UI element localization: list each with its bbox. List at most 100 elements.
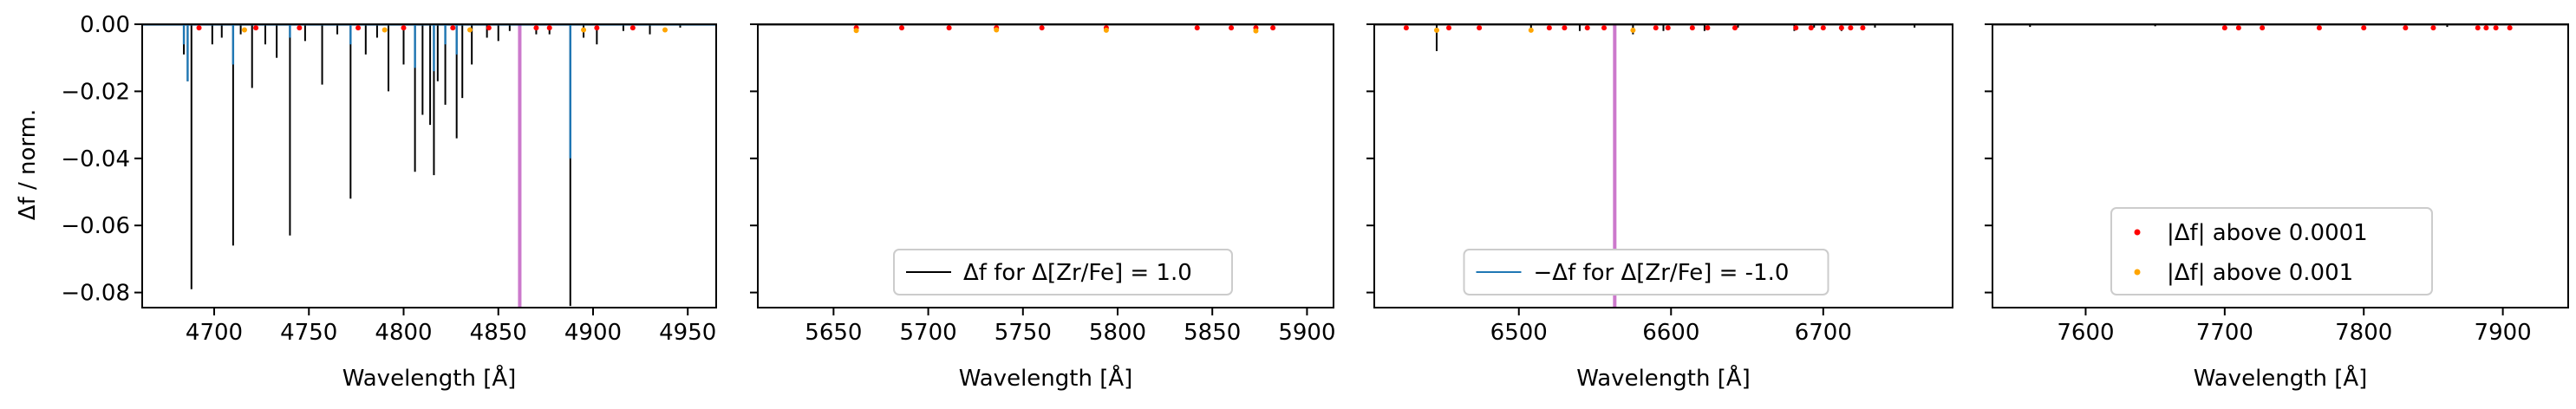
panel-3: 6500 6600 6700 Wavelength [Å] −Δf for Δ[Zr/F… — [1366, 23, 1953, 392]
marker-point — [1584, 25, 1590, 31]
legend-label: |Δf| above 0.001 — [2167, 260, 2353, 286]
marker-point — [355, 25, 362, 31]
marker-point — [1446, 25, 1452, 31]
marker-point — [629, 25, 636, 31]
x-tick-label: 5800 — [1089, 320, 1146, 346]
marker-point — [297, 25, 303, 31]
y-tick-label: −0.02 — [61, 79, 130, 105]
x-tick-label: 5650 — [805, 320, 862, 346]
marker-point — [1103, 27, 1109, 33]
marker-point — [382, 27, 388, 33]
series-above_1e-3 — [241, 27, 668, 33]
legend-marker — [2134, 229, 2141, 236]
marker-point — [196, 25, 202, 31]
panel-1: 0.00 −0.02 −0.04 −0.06 −0.08 4700 4750 4800 4850… — [61, 12, 717, 392]
marker-point — [1403, 25, 1409, 31]
marker-point — [2221, 25, 2227, 31]
y-tick-label: −0.06 — [61, 213, 130, 239]
marker-point — [1820, 25, 1826, 31]
x-tick-label: 5750 — [995, 320, 1052, 346]
marker-point — [401, 25, 407, 31]
panel-4: 7600 7700 7800 7900 Wavelength [Å] |Δf| above… — [1985, 23, 2569, 392]
marker-point — [2430, 25, 2436, 31]
marker-point — [1793, 25, 1799, 31]
x-tick-label: 6500 — [1490, 320, 1548, 346]
marker-point — [1705, 25, 1711, 31]
x-tick-label: 4900 — [564, 320, 622, 346]
series-delta_minus — [142, 24, 716, 159]
y-tick-label: −0.08 — [61, 281, 130, 307]
marker-point — [581, 27, 587, 33]
marker-point — [546, 25, 552, 31]
plot-frame — [1992, 23, 2569, 308]
marker-point — [994, 27, 1000, 33]
marker-point — [2235, 25, 2241, 31]
series-above_1e-4 — [853, 25, 1276, 31]
x-tick-label: 7800 — [2335, 320, 2392, 346]
series-delta_plus — [1374, 24, 1953, 51]
legend-box — [2110, 207, 2433, 295]
marker-point — [2493, 25, 2499, 31]
legend: Δf for Δ[Zr/Fe] = 1.0 — [893, 249, 1233, 295]
x-tick-label: 5900 — [1278, 320, 1335, 346]
x-tick-label: 7700 — [2196, 320, 2253, 346]
marker-point — [1039, 25, 1045, 31]
marker-point — [853, 28, 859, 34]
marker-point — [1433, 27, 1439, 33]
marker-point — [533, 25, 539, 31]
y-tick-label: −0.04 — [61, 146, 130, 172]
marker-point — [1838, 25, 1844, 31]
marker-point — [1860, 25, 1866, 31]
series-above_1e-4 — [196, 25, 636, 31]
y-axis-label: Δf / norm. — [15, 109, 41, 220]
marker-point — [1601, 25, 1608, 31]
x-tick-label: 4700 — [186, 320, 243, 346]
marker-point — [1689, 25, 1695, 31]
plot-frame — [1373, 23, 1953, 308]
series-delta_plus — [758, 24, 1334, 30]
marker-point — [486, 25, 492, 31]
marker-point — [2361, 25, 2367, 31]
x-tick-label: 6700 — [1795, 320, 1852, 346]
marker-point — [466, 27, 473, 33]
legend-box — [1463, 249, 1829, 295]
legend-box — [893, 249, 1233, 295]
x-tick-label: 7600 — [2057, 320, 2114, 346]
x-axis-label: Wavelength [Å] — [2194, 364, 2368, 392]
series-above_1e-4 — [2221, 25, 2513, 31]
legend-marker — [2134, 269, 2141, 276]
marker-point — [2475, 25, 2481, 31]
marker-point — [1253, 28, 1259, 34]
marker-point — [1665, 25, 1671, 31]
legend: |Δf| above 0.0001 |Δf| above 0.001 — [2110, 207, 2433, 295]
legend-label: −Δf for Δ[Zr/Fe] = -1.0 — [1534, 260, 1790, 286]
x-tick-label: 5850 — [1184, 320, 1241, 346]
marker-point — [1653, 25, 1659, 31]
x-tick-label: 4750 — [280, 320, 337, 346]
marker-point — [2403, 25, 2409, 31]
marker-point — [253, 25, 259, 31]
x-tick-label: 4950 — [659, 320, 716, 346]
marker-point — [1270, 25, 1276, 31]
marker-point — [594, 25, 600, 31]
marker-point — [1731, 25, 1738, 31]
series-above_1e-4 — [1403, 25, 1866, 31]
x-tick-label: 4800 — [375, 320, 432, 346]
series-above_1e-3 — [1433, 27, 1636, 33]
marker-point — [1477, 25, 1483, 31]
legend: −Δf for Δ[Zr/Fe] = -1.0 — [1463, 249, 1829, 295]
x-tick-label: 7900 — [2475, 320, 2532, 346]
marker-point — [1848, 25, 1854, 31]
marker-point — [1562, 25, 1568, 31]
x-axis-label: Wavelength [Å] — [959, 364, 1133, 392]
plot-frame — [757, 23, 1334, 308]
series-delta_plus — [142, 24, 716, 307]
plot-frame — [141, 23, 717, 308]
marker-point — [2316, 25, 2322, 31]
marker-point — [662, 27, 668, 33]
legend-label: |Δf| above 0.0001 — [2167, 220, 2368, 246]
marker-point — [899, 25, 904, 31]
marker-point — [1528, 27, 1534, 33]
x-tick-label: 5700 — [899, 320, 956, 346]
y-tick-label: 0.00 — [80, 12, 130, 38]
